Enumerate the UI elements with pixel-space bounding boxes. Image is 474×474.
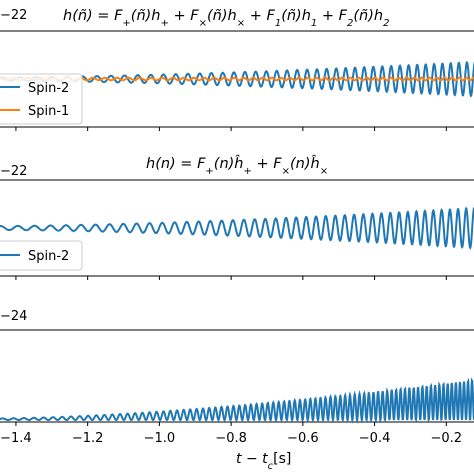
x-tick-label: −0.6 [287, 431, 319, 446]
x-tick-label: −0.4 [359, 431, 391, 446]
x-axis: −1.4 −1.2 −1.0 −0.8 −0.6 −0.4 −0.2 [0, 127, 462, 446]
panel-2-legend: Spin-2 [0, 240, 83, 271]
panel-3-offset-label: −24 [0, 309, 27, 324]
panel-1-frame [0, 30, 474, 128]
panel-2-offset-label: −22 [0, 164, 27, 179]
panel-2-title: h(n) = F+(n)ĥ+ + F×(n)ĥ× [146, 154, 328, 177]
panel-2-series-group [0, 206, 474, 250]
x-tick-label: −1.4 [0, 431, 32, 446]
x-tick-label: −1.0 [144, 431, 176, 446]
panel-1-offset-label: −22 [0, 8, 27, 23]
panel-3-frame [0, 329, 474, 423]
panel-3-series-waveform [0, 377, 474, 424]
x-tick-label: −0.2 [431, 431, 463, 446]
panel-2-legend-label-spin2: Spin-2 [28, 249, 69, 264]
panel-1-legend-box [0, 73, 83, 125]
panel-3-series-group [0, 377, 474, 424]
x-tick-label: −1.2 [72, 431, 104, 446]
panel-2: −22 h(n) = F+(n)ĥ+ + F×(n)ĥ× Spin-2 [0, 154, 474, 277]
panel-2-legend-box [0, 240, 83, 271]
panel-3: −24 [0, 309, 474, 424]
panel-2-frame [0, 179, 474, 277]
x-tick-label: −0.8 [215, 431, 247, 446]
x-axis-label: t − tc[s] [236, 451, 291, 472]
panel-1-legend-label-spin1: Spin-1 [28, 104, 69, 119]
panel-1-legend: Spin-2 Spin-1 [0, 73, 83, 125]
panel-2-series-spin-2 [0, 206, 474, 250]
panel-1-title: h(ñ) = F+(ñ)h+ + F×(ñ)h× + F1(ñ)h1 + F2(… [63, 8, 389, 29]
panel-1-legend-label-spin2: Spin-2 [28, 81, 69, 96]
panel-1: −22 h(ñ) = F+(ñ)h+ + F×(ñ)h× + F1(ñ)h1 +… [0, 8, 474, 128]
